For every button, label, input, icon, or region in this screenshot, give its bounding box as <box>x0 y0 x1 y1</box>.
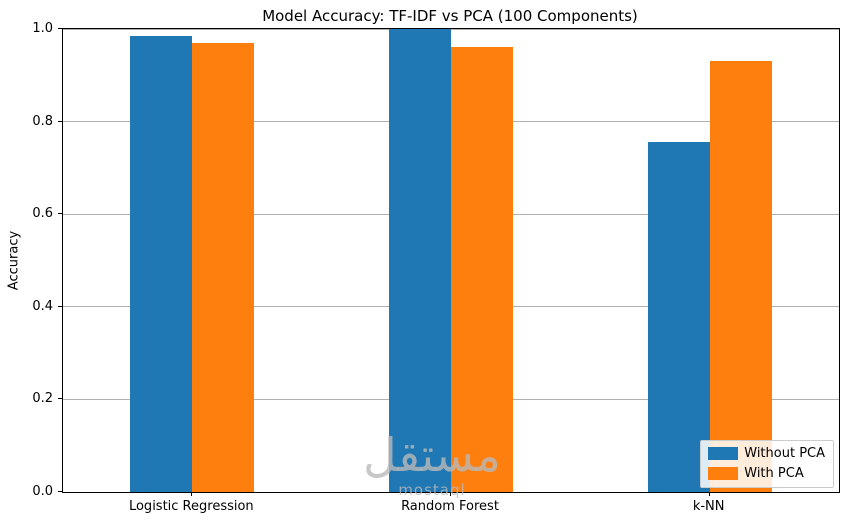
legend-swatch-with-pca <box>708 467 739 480</box>
legend-item-with-pca: With PCA <box>708 466 825 481</box>
y-tick-mark <box>58 28 62 29</box>
y-tick-mark <box>58 398 62 400</box>
y-tick-mark <box>58 213 62 215</box>
x-tick-label-k-nn: k-NN <box>692 499 725 514</box>
y-tick-label-1.0: 1.0 <box>32 21 53 36</box>
x-tick-label-logistic-regression: Logistic Regression <box>128 499 254 514</box>
bar-without-pca-logistic-regression <box>130 35 193 492</box>
y-tick-label-0.6: 0.6 <box>32 206 53 222</box>
y-axis-ticks: 0.0 0.2 0.4 0.6 0.8 1.0 <box>0 22 62 498</box>
bar-with-pca-logistic-regression <box>192 42 255 492</box>
y-tick-label-0.0: 0.0 <box>32 484 53 499</box>
bar-without-pca-k-nn <box>647 142 710 492</box>
x-tick-label-random-forest: Random Forest <box>401 499 499 514</box>
x-tick-mark <box>708 492 710 496</box>
x-tick-mark <box>191 492 193 496</box>
chart-title: Model Accuracy: TF-IDF vs PCA (100 Compo… <box>262 7 638 25</box>
legend-label-without-pca: Without PCA <box>744 446 825 461</box>
x-tick-mark <box>450 492 451 496</box>
legend-item-without-pca: Without PCA <box>708 446 825 461</box>
legend-label-with-pca: With PCA <box>744 466 804 481</box>
y-tick-mark <box>58 305 62 307</box>
legend-swatch-without-pca <box>708 447 739 460</box>
legend: Without PCA With PCA <box>700 440 834 488</box>
x-axis-ticks: Logistic Regression Random Forest k-NN <box>62 492 838 522</box>
bar-without-pca-random-forest <box>389 29 451 492</box>
plot-area: Without PCA With PCA <box>62 28 840 493</box>
gridline-y-1.0 <box>63 28 839 30</box>
y-tick-label-0.2: 0.2 <box>32 391 53 407</box>
y-tick-mark <box>58 491 62 492</box>
bar-with-pca-k-nn <box>709 61 772 492</box>
y-tick-label-0.8: 0.8 <box>32 113 53 129</box>
y-tick-label-0.4: 0.4 <box>32 298 53 314</box>
y-tick-mark <box>58 120 62 122</box>
bar-with-pca-random-forest <box>451 46 513 492</box>
